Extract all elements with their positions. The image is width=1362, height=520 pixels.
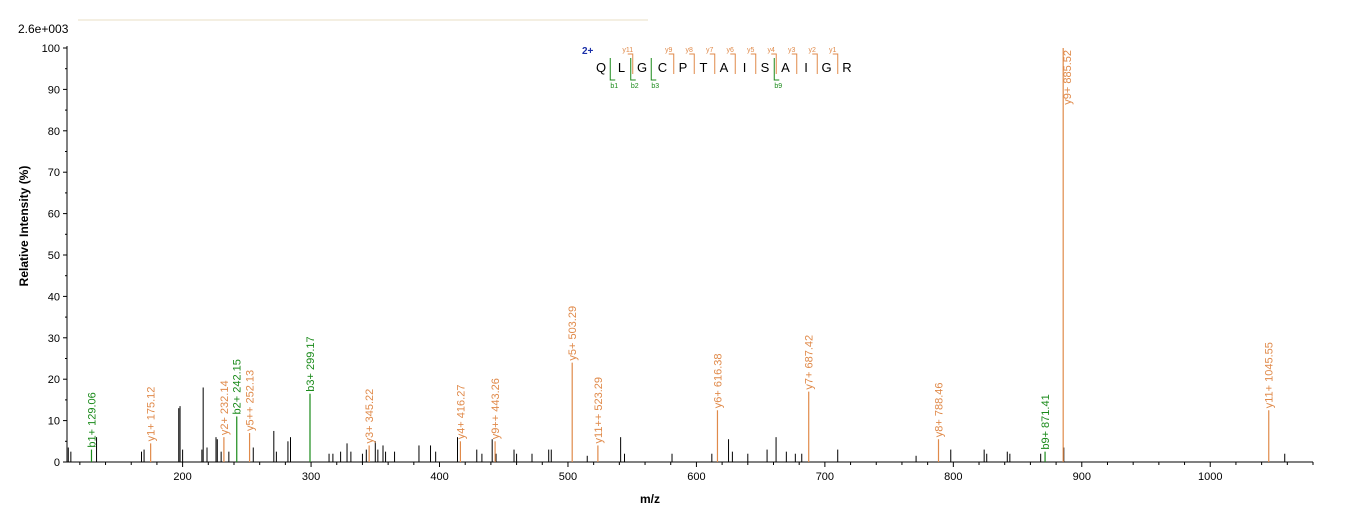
y-tick-label: 40: [48, 291, 60, 303]
y-fragment-label: y4: [768, 47, 776, 54]
y-tick-label: 60: [48, 209, 60, 221]
precursor-charge: 2+: [582, 46, 594, 57]
y-tick-label: 20: [48, 374, 60, 386]
y-fragment-bracket: [627, 53, 634, 74]
y-tick-label: 90: [48, 84, 60, 96]
y-ion-peak-label: y7+ 687.42: [804, 335, 816, 390]
sequence-residue: L: [618, 60, 625, 75]
y-ion-peak-label: y3+ 345.22: [364, 389, 376, 444]
sequence-residue: T: [700, 60, 708, 75]
y-tick-label: 10: [48, 416, 60, 428]
sequence-residue: I: [743, 60, 747, 75]
y-fragment-label: y9: [665, 47, 673, 54]
b-ion-peak-label: b1+ 129.06: [86, 392, 98, 447]
y-fragment-label: y11: [622, 47, 633, 54]
y-ion-peak-label: y4+ 416.27: [455, 385, 467, 440]
sequence-residue: G: [821, 60, 831, 75]
y-ion-peak-label: y1+ 175.12: [146, 387, 158, 442]
y-tick-label: 30: [48, 333, 60, 345]
y-tick-label: 70: [48, 167, 60, 179]
peaks: [67, 48, 1286, 462]
y-fragment-label: y2: [809, 47, 817, 54]
b-fragment-bracket: [773, 58, 780, 81]
x-tick-label: 400: [430, 471, 448, 483]
x-tick-label: 500: [559, 471, 577, 483]
y-fragment-bracket: [668, 53, 675, 74]
x-tick-label: 600: [687, 471, 705, 483]
y-fragment-label: y7: [706, 47, 714, 54]
y-tick-label: 0: [54, 457, 60, 469]
sequence-residue: R: [842, 60, 851, 75]
b-ion-peak-label: b3+ 299.17: [305, 336, 317, 391]
b-fragment-label: b9: [774, 83, 782, 90]
b-ion-peak-label: b9+ 871.41: [1040, 394, 1052, 449]
x-axis-title: m/z: [640, 492, 660, 506]
sequence-residue: I: [804, 60, 808, 75]
peak-labels: b1+ 129.06 y1+ 175.12 y2+ 232.14 b2+ 242.15…: [86, 50, 1275, 450]
y-fragment-bracket: [709, 53, 716, 74]
b-fragment-label: b1: [610, 83, 618, 90]
sequence-residue: Q: [596, 60, 606, 75]
sequence-residue: A: [720, 60, 729, 75]
y-tick-label: 50: [48, 250, 60, 262]
y-ion-peak-label: y9+ 885.52: [1062, 50, 1074, 105]
y-tick-label: 100: [42, 43, 60, 55]
sequence-residue: S: [761, 60, 770, 75]
y-tick-label: 80: [48, 126, 60, 138]
sequence-residue: P: [679, 60, 688, 75]
x-tick-label: 700: [816, 471, 834, 483]
y-ion-peak-label: y11++ 523.29: [593, 377, 605, 443]
y-ion-peak-label: y9++ 443.26: [490, 378, 502, 439]
x-tick-label: 200: [173, 471, 191, 483]
b-fragment-bracket: [630, 58, 636, 81]
y-fragment-label: y6: [727, 47, 735, 54]
x-tick-label: 800: [944, 471, 962, 483]
y-fragment-bracket: [730, 53, 736, 74]
y-fragment-label: y3: [788, 47, 796, 54]
sequence-residue: G: [637, 60, 647, 75]
y-fragment-bracket: [771, 53, 777, 74]
y-fragment-bracket: [812, 53, 818, 74]
x-tick-label: 900: [1073, 471, 1091, 483]
y-axis-title: Relative Intensity (%): [17, 166, 31, 287]
y-axis: 0 10 20 30 40 50 60 70 80 90 100: [42, 43, 68, 469]
y-ion-peak-label: y5++ 252.13: [245, 370, 257, 431]
b-fragment-bracket: [650, 58, 657, 81]
y-fragment-bracket: [750, 53, 757, 74]
intensity-scale-label: 2.6e+003: [18, 22, 69, 36]
y-ion-peak-label: y2+ 232.14: [219, 380, 231, 435]
y-fragment-bracket: [791, 53, 798, 74]
y-ion-peak-label: y5+ 503.29: [567, 306, 579, 361]
y-ion-peak-label: y8+ 788.46: [934, 382, 946, 437]
y-fragment-label: y8: [686, 47, 694, 54]
b-fragment-label: b3: [651, 83, 659, 90]
sequence-residue: C: [658, 60, 667, 75]
y-ion-peak-label: y11+ 1045.55: [1264, 342, 1276, 408]
x-tick-label: 300: [302, 471, 320, 483]
y-ion-peak-label: y6+ 616.38: [712, 354, 724, 409]
y-fragment-label: y5: [747, 47, 755, 54]
x-axis: 200 300 400 500 600 700 800 900 1000: [67, 461, 1314, 483]
x-tick-label: 1000: [1198, 471, 1222, 483]
b-ion-peak-label: b2+ 242.15: [232, 359, 244, 414]
y-fragment-label: y1: [829, 47, 837, 54]
y-fragment-bracket: [689, 53, 695, 74]
top-strip: [78, 19, 648, 21]
b-fragment-bracket: [609, 58, 616, 81]
y-fragment-bracket: [832, 53, 839, 74]
sequence-residue: A: [781, 60, 790, 75]
b-fragment-label: b2: [631, 83, 639, 90]
